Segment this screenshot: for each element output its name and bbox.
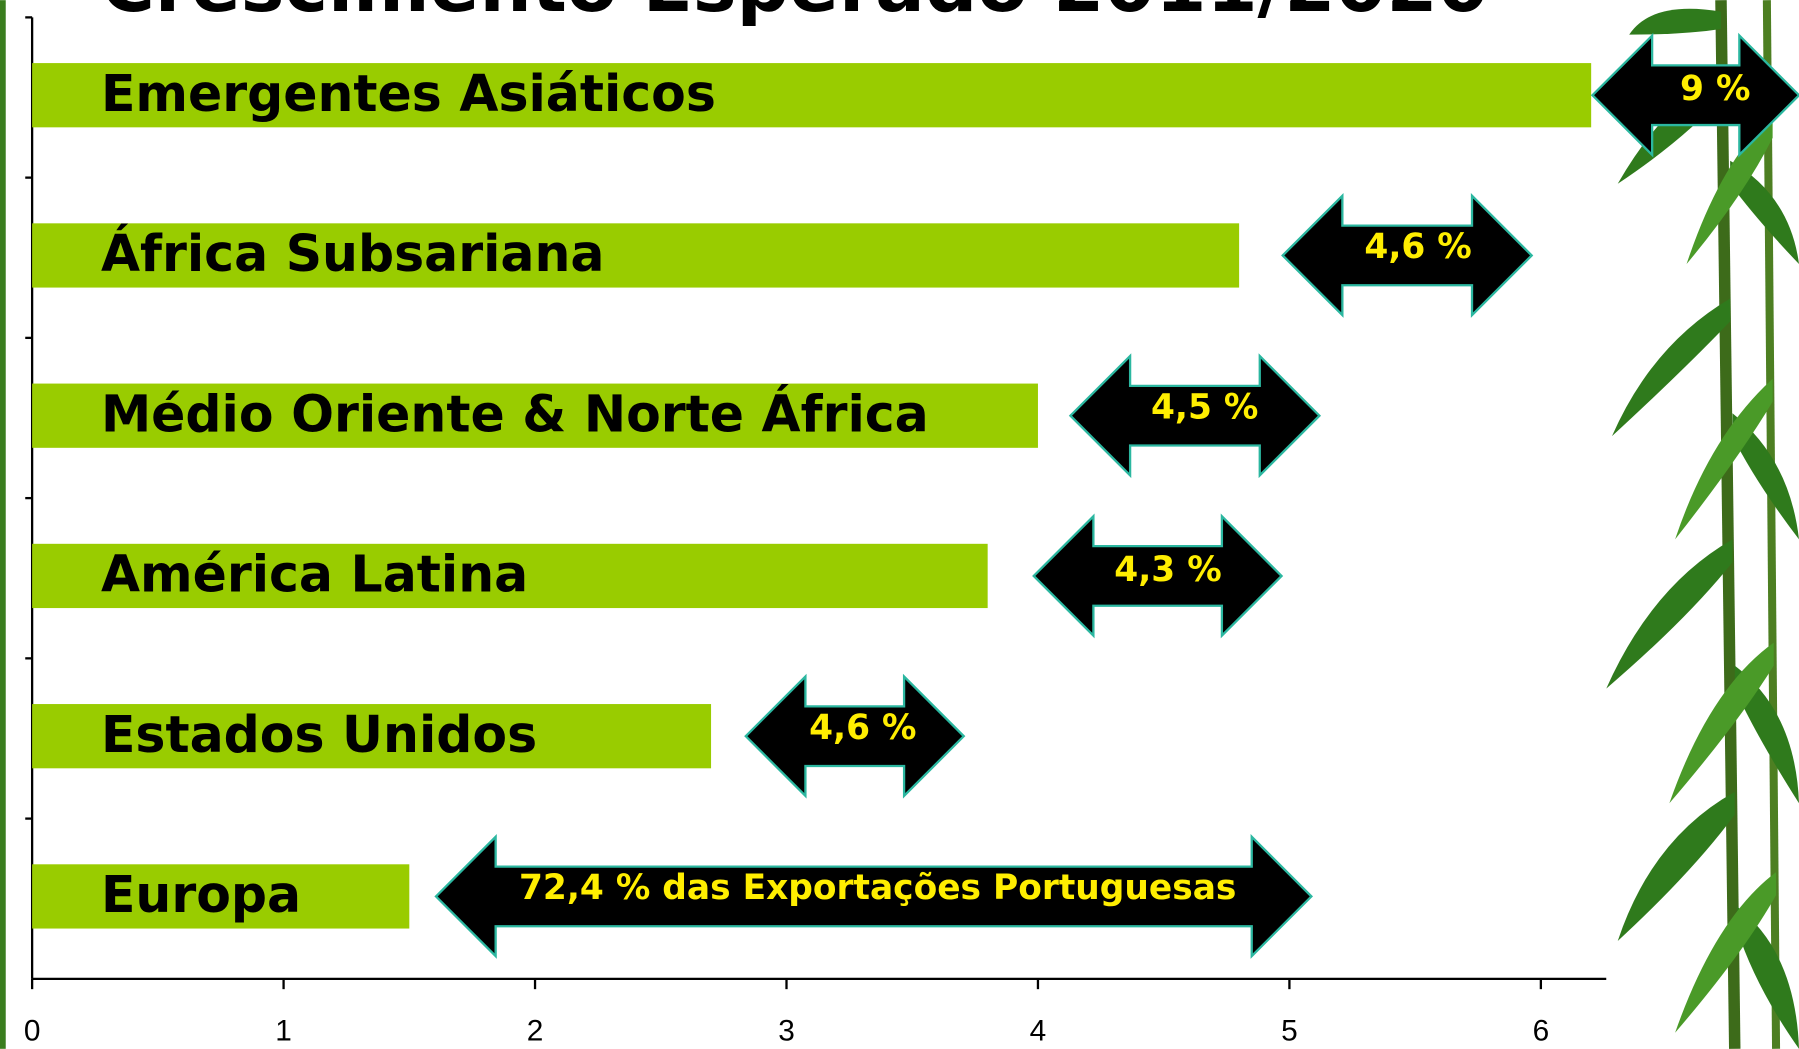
bamboo-decoration [1606, 0, 1799, 1049]
annotation-label: 4,6 % [809, 708, 916, 748]
annotation-label: 4,3 % [1114, 550, 1221, 590]
annotation-label: 4,6 % [1364, 227, 1471, 267]
x-tick-label: 6 [1533, 1015, 1550, 1048]
category-label: Estados Unidos [101, 705, 537, 764]
category-label: África Subsariana [101, 224, 604, 283]
x-tick-label: 3 [778, 1015, 795, 1048]
x-tick-label: 0 [24, 1015, 41, 1048]
category-label: América Latina [101, 545, 528, 604]
x-tick-label: 4 [1030, 1015, 1047, 1048]
annotation-label: 4,5 % [1151, 387, 1258, 427]
left-border [0, 0, 6, 1049]
chart: Crescimento Esperado 2011/2020 0 1 2 3 4 5 6 Em… [0, 0, 1799, 1049]
x-tick-label: 5 [1281, 1015, 1298, 1048]
category-label: Médio Oriente & Norte África [101, 384, 929, 443]
x-tick-label: 2 [527, 1015, 544, 1048]
x-tick-label: 1 [275, 1015, 292, 1048]
category-label: Europa [101, 865, 301, 924]
annotation-label: 72,4 % das Exportações Portuguesas [519, 868, 1236, 908]
chart-title: Crescimento Esperado 2011/2020 [101, 0, 1489, 29]
annotation-label: 9 % [1680, 69, 1750, 109]
category-label: Emergentes Asiáticos [101, 64, 716, 123]
